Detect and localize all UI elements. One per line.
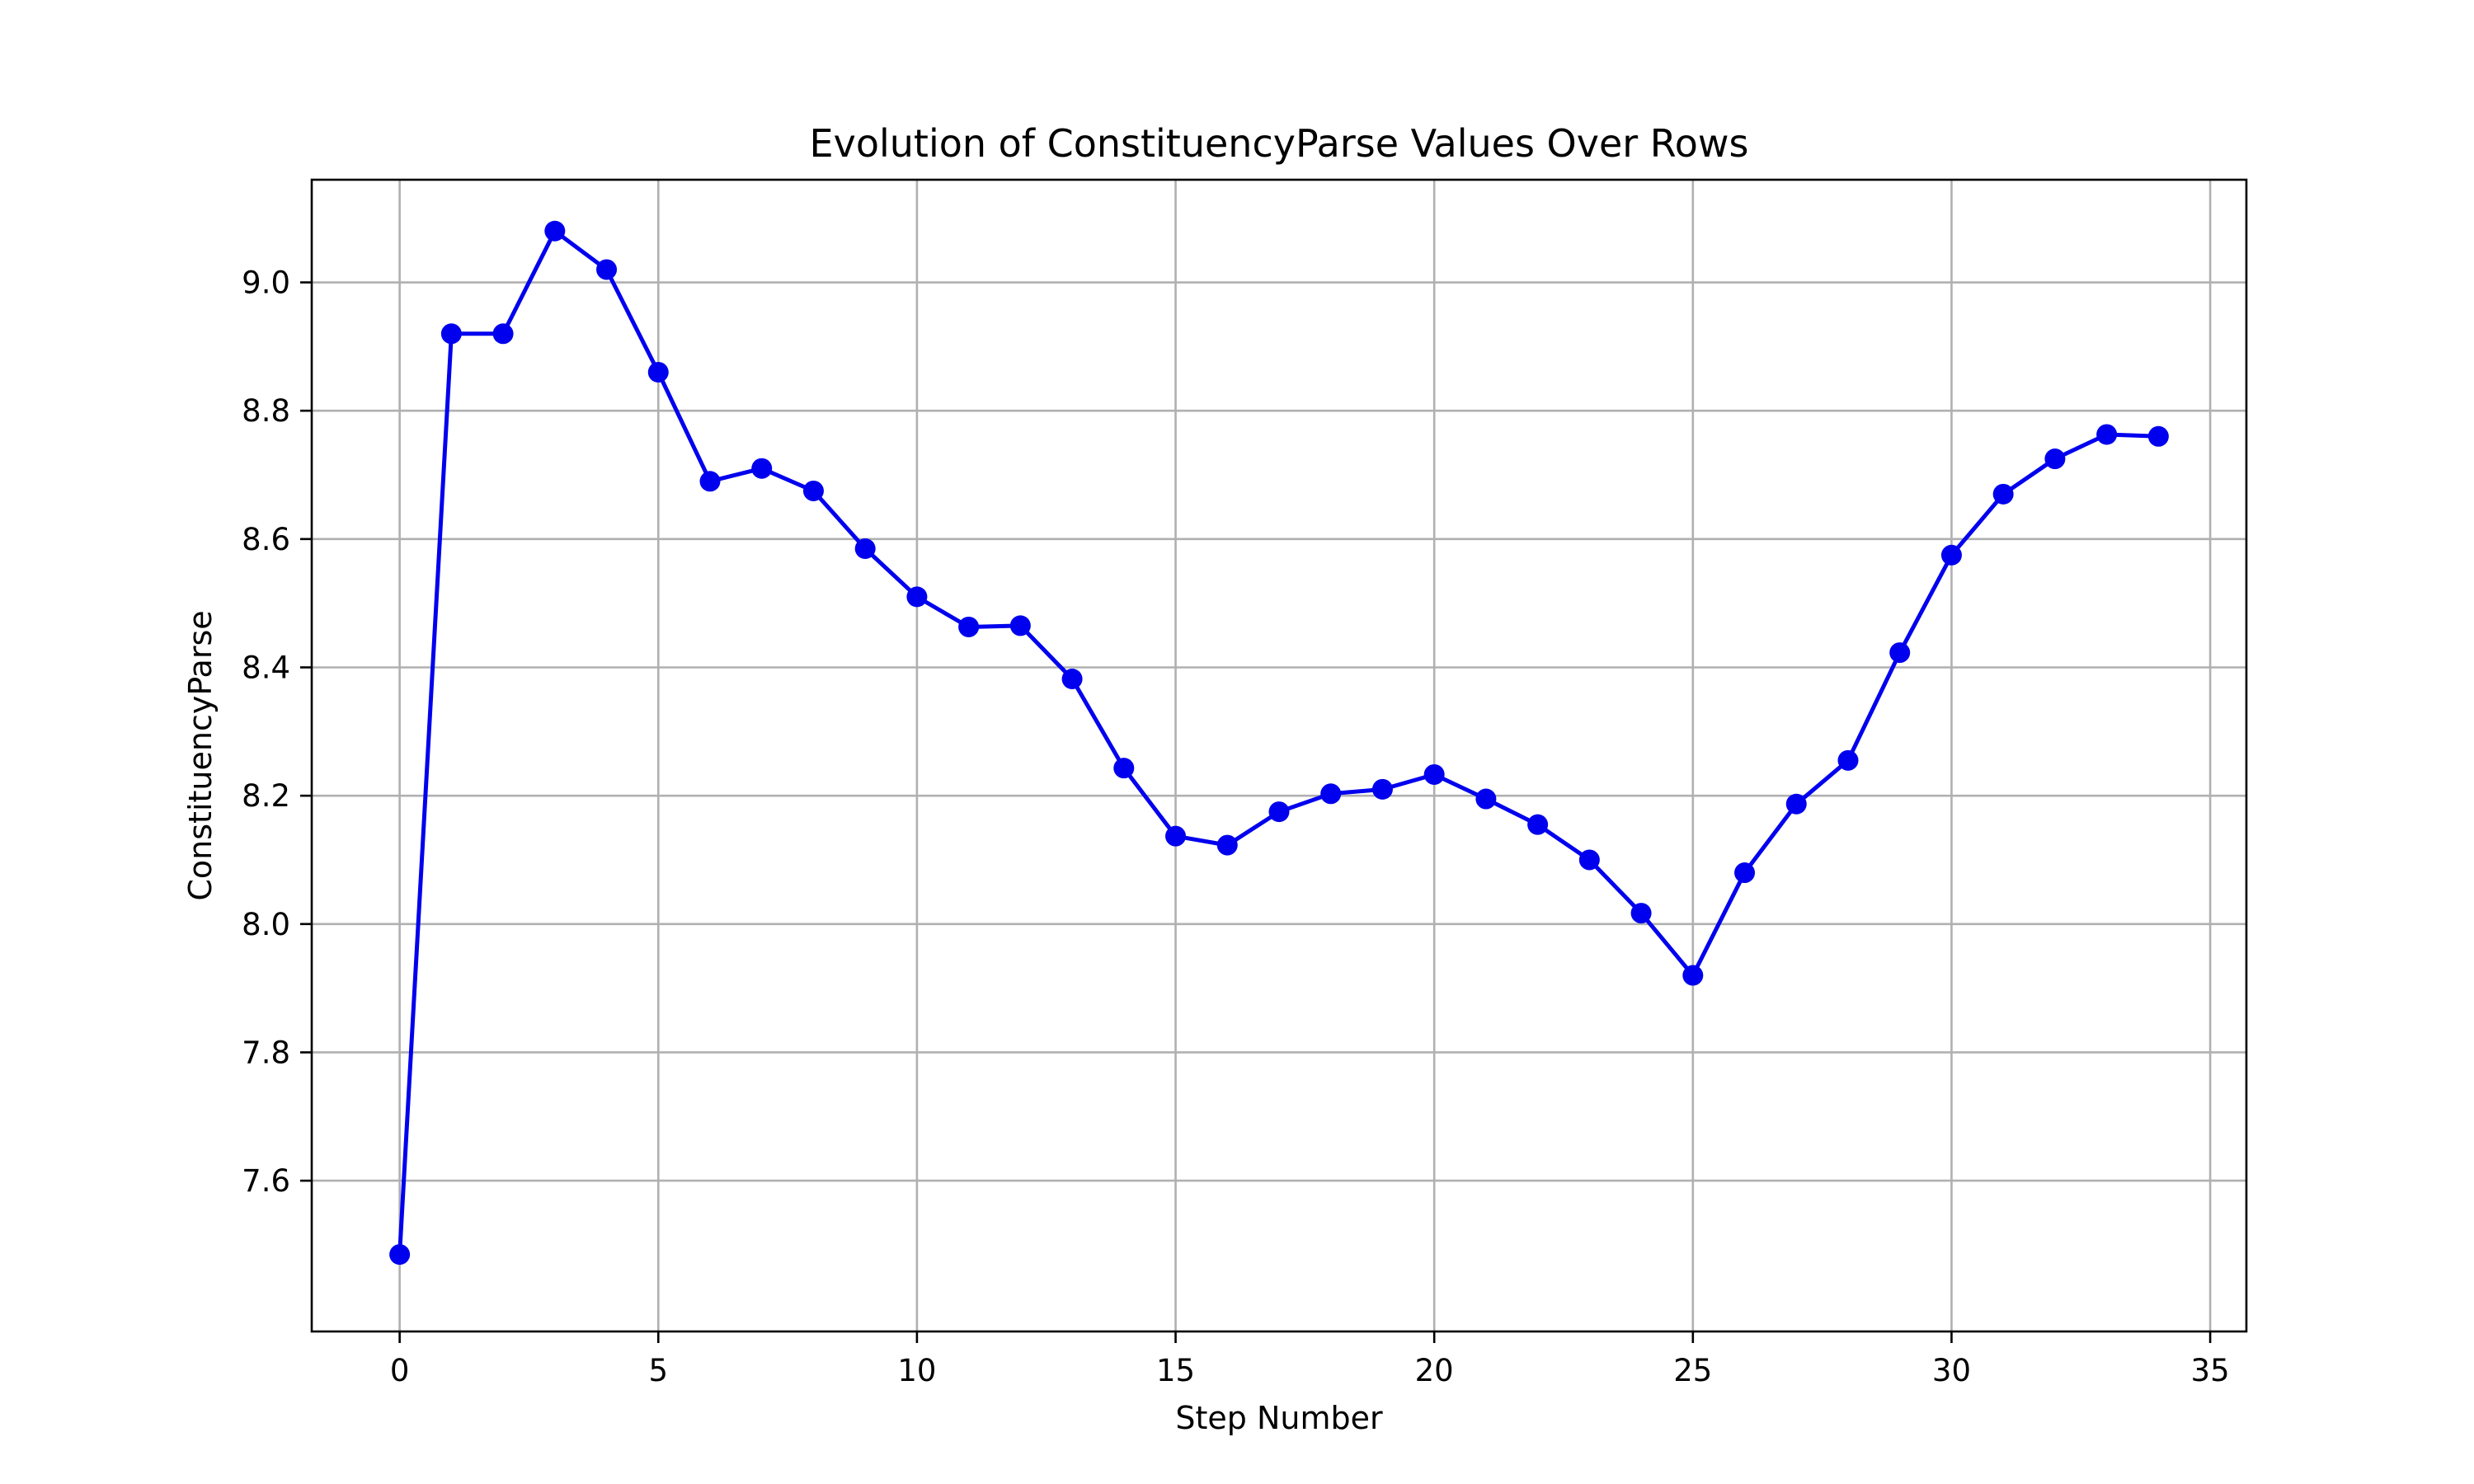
y-tick-label: 8.8 <box>242 393 290 429</box>
x-tick-label: 0 <box>390 1353 410 1388</box>
y-tick-label: 7.8 <box>242 1035 290 1070</box>
data-point <box>699 471 721 492</box>
data-point <box>1113 758 1135 779</box>
data-series <box>389 220 2169 1266</box>
x-tick-label: 10 <box>897 1353 936 1388</box>
data-point <box>1423 763 1445 785</box>
data-point <box>1889 642 1911 664</box>
data-point <box>958 616 980 637</box>
data-point <box>1940 544 1962 566</box>
x-tick-label: 15 <box>1156 1353 1195 1388</box>
data-point <box>906 586 928 608</box>
y-tick-label: 8.6 <box>242 522 290 557</box>
data-point <box>1785 793 1807 815</box>
plot-frame <box>310 178 2248 1333</box>
axis-ticks: 0 5 10 15 20 25 30 35 7.6 7.8 8.0 8.2 8.4 8.6 8.8 9.0 <box>242 265 2229 1388</box>
data-point <box>854 538 876 560</box>
data-point <box>1734 862 1756 884</box>
data-point <box>544 220 566 242</box>
data-point <box>1165 825 1187 847</box>
data-point <box>1682 965 1704 986</box>
data-point <box>1216 834 1238 856</box>
y-tick-label: 7.6 <box>242 1163 290 1199</box>
data-point <box>1630 903 1652 924</box>
data-point <box>1268 801 1290 823</box>
data-point <box>1061 668 1083 689</box>
series-line <box>397 228 2159 1255</box>
data-point <box>389 1244 411 1266</box>
y-axis-label: ConstituencyParse <box>182 610 219 900</box>
data-point <box>1320 783 1342 805</box>
data-point <box>1837 749 1859 771</box>
x-tick-label: 30 <box>1932 1353 1971 1388</box>
data-point <box>1578 849 1600 871</box>
data-point <box>647 361 669 383</box>
data-point <box>1992 483 2014 505</box>
data-point <box>751 458 773 479</box>
data-point <box>492 323 514 345</box>
y-tick-label: 9.0 <box>242 265 290 301</box>
x-axis-label: Step Number <box>1175 1400 1383 1436</box>
data-point <box>2147 425 2169 447</box>
y-tick-label: 8.2 <box>242 778 290 814</box>
y-tick-label: 8.4 <box>242 650 290 685</box>
grid <box>312 180 2246 1331</box>
chart-title: Evolution of ConstituencyParse Values Ov… <box>810 121 1749 166</box>
x-tick-label: 5 <box>648 1353 668 1388</box>
data-point <box>2096 424 2118 445</box>
data-point <box>596 259 618 280</box>
data-point <box>2044 448 2066 470</box>
x-tick-label: 20 <box>1415 1353 1454 1388</box>
x-tick-label: 25 <box>1673 1353 1712 1388</box>
data-point <box>440 323 462 345</box>
data-point <box>1009 615 1031 636</box>
x-tick-label: 35 <box>2191 1353 2230 1388</box>
data-point <box>1527 814 1549 835</box>
data-point <box>1371 778 1393 800</box>
data-point <box>802 480 824 501</box>
y-tick-label: 8.0 <box>242 907 290 942</box>
data-point <box>1475 788 1497 810</box>
